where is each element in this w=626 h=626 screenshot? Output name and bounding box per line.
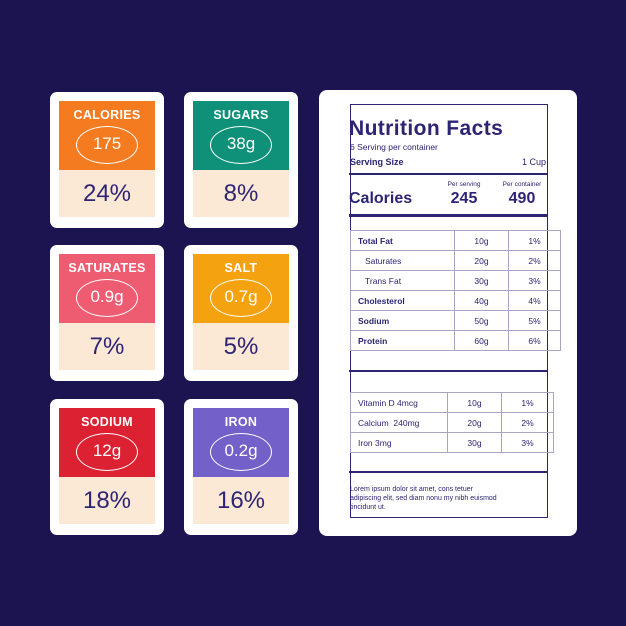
card-name: SALT xyxy=(224,261,258,275)
calories-per-container: 490 xyxy=(508,190,536,207)
nutrient-name: Total Fat xyxy=(350,230,455,251)
card-name: IRON xyxy=(224,415,258,429)
card-footer: 16% xyxy=(193,477,289,524)
serving-size-value: 1 Cup xyxy=(521,157,546,167)
card-name: SUGARS xyxy=(213,108,269,122)
card-salt: SALT 0.7g 5% xyxy=(184,245,298,381)
vitamin-amount: 10g xyxy=(447,392,502,413)
card-iron: IRON 0.2g 16% xyxy=(184,399,298,535)
vitamin-percent: 3% xyxy=(501,432,554,453)
card-sugars: SUGARS 38g 8% xyxy=(184,92,298,228)
vitamins-table: Vitamin D 4mcg 10g 1% Calcium 240mg 20g … xyxy=(350,392,554,453)
facts-title: Nutrition Facts xyxy=(349,117,504,140)
divider xyxy=(349,471,547,473)
nutrient-name: Saturates xyxy=(350,250,455,271)
nutrient-name: Cholesterol xyxy=(350,290,455,311)
card-percent: 16% xyxy=(216,487,266,514)
per-serving-label: Per serving xyxy=(447,181,481,188)
vitamin-name: Vitamin D 4mcg xyxy=(350,392,448,413)
amount-oval xyxy=(210,279,272,317)
card-calories: CALORIES 175 24% xyxy=(50,92,164,228)
vitamin-name: Iron 3mg xyxy=(350,432,448,453)
vitamin-percent: 2% xyxy=(501,412,554,433)
footer-text: Lorem ipsum dolor sit amet, cons tetuer … xyxy=(350,486,497,511)
card-name: SATURATES xyxy=(68,261,146,275)
card-header: CALORIES 175 xyxy=(59,101,155,170)
calories-per-serving: 245 xyxy=(450,190,478,207)
amount-oval xyxy=(76,126,138,164)
card-percent: 5% xyxy=(223,333,259,360)
nutrient-name: Protein xyxy=(350,330,455,351)
nutrient-amount: 60g xyxy=(454,330,509,351)
card-percent: 18% xyxy=(82,487,132,514)
table-row: Saturates 20g 2% xyxy=(350,250,561,271)
nutrients-table: Total Fat 10g 1% Saturates 20g 2% Trans … xyxy=(350,230,561,351)
card-amount: 38g xyxy=(226,134,256,153)
nutrient-percent: 6% xyxy=(508,330,561,351)
card-name: CALORIES xyxy=(73,108,141,122)
vitamin-amount: 20g xyxy=(447,412,502,433)
amount-oval xyxy=(210,433,272,471)
table-row: Vitamin D 4mcg 10g 1% xyxy=(350,392,554,413)
vitamin-percent: 1% xyxy=(501,392,554,413)
servings-per-container: 6 Serving per container xyxy=(350,142,438,152)
card-footer: 5% xyxy=(193,323,289,370)
nutrient-percent: 1% xyxy=(508,230,561,251)
nutrient-percent: 4% xyxy=(508,290,561,311)
nutrient-percent: 5% xyxy=(508,310,561,331)
nutrient-percent: 3% xyxy=(508,270,561,291)
nutrient-amount: 20g xyxy=(454,250,509,271)
table-row: Trans Fat 30g 3% xyxy=(350,270,561,291)
calories-label: Calories xyxy=(349,190,413,207)
table-row: Sodium 50g 5% xyxy=(350,310,561,331)
card-percent: 7% xyxy=(89,333,125,360)
divider xyxy=(349,214,547,217)
nutrient-amount: 40g xyxy=(454,290,509,311)
card-header: SODIUM 12g xyxy=(59,408,155,477)
card-header: SATURATES 0.9g xyxy=(59,254,155,323)
card-name: SODIUM xyxy=(81,415,133,429)
amount-oval xyxy=(76,433,138,471)
card-amount: 12g xyxy=(92,441,122,460)
nutrient-amount: 50g xyxy=(454,310,509,331)
card-amount: 0.2g xyxy=(224,441,258,460)
nutrient-name: Trans Fat xyxy=(350,270,455,291)
table-row: Iron 3mg 30g 3% xyxy=(350,432,554,453)
nutrient-percent: 2% xyxy=(508,250,561,271)
card-header: SUGARS 38g xyxy=(193,101,289,170)
vitamin-amount: 30g xyxy=(447,432,502,453)
card-percent: 24% xyxy=(82,180,132,207)
card-amount: 0.7g xyxy=(224,287,258,306)
amount-oval xyxy=(76,279,138,317)
divider xyxy=(349,173,547,175)
per-container-label: Per container xyxy=(502,181,542,188)
card-header: IRON 0.2g xyxy=(193,408,289,477)
table-row: Cholesterol 40g 4% xyxy=(350,290,561,311)
table-row: Protein 60g 6% xyxy=(350,330,561,351)
card-amount: 0.9g xyxy=(90,287,124,306)
card-footer: 8% xyxy=(193,170,289,217)
nutrient-amount: 10g xyxy=(454,230,509,251)
divider xyxy=(349,370,547,372)
card-percent: 8% xyxy=(223,180,259,207)
amount-oval xyxy=(210,126,272,164)
card-saturates: SATURATES 0.9g 7% xyxy=(50,245,164,381)
card-footer: 18% xyxy=(59,477,155,524)
vitamin-name: Calcium 240mg xyxy=(350,412,448,433)
card-amount: 175 xyxy=(92,134,122,153)
card-footer: 7% xyxy=(59,323,155,370)
nutrient-name: Sodium xyxy=(350,310,455,331)
card-footer: 24% xyxy=(59,170,155,217)
table-row: Total Fat 10g 1% xyxy=(350,230,561,251)
card-header: SALT 0.7g xyxy=(193,254,289,323)
card-sodium: SODIUM 12g 18% xyxy=(50,399,164,535)
table-row: Calcium 240mg 20g 2% xyxy=(350,412,554,433)
serving-size-label: Serving Size xyxy=(350,157,404,167)
nutrient-amount: 30g xyxy=(454,270,509,291)
